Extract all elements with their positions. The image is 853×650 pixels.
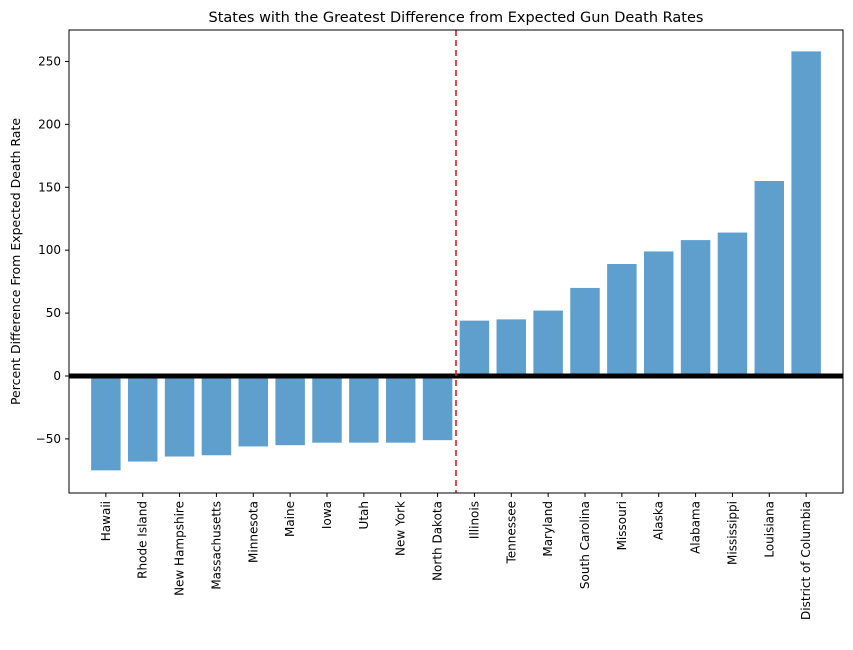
bars-group	[91, 51, 821, 471]
x-tick-label: Mississippi	[725, 501, 739, 565]
y-axis-label: Percent Difference From Expected Death R…	[8, 118, 23, 405]
y-tick-label: −50	[36, 432, 61, 446]
bar-alaska	[643, 251, 674, 376]
y-ticks-group: −50 0 50 100 150 200 250	[36, 54, 69, 446]
x-tick-label: Maryland	[541, 501, 555, 557]
x-tick-label: District of Columbia	[799, 501, 813, 620]
bar-maine	[275, 375, 305, 446]
y-tick-label: 100	[38, 243, 61, 257]
x-tick-label: Rhode Island	[136, 501, 150, 579]
bar-south-carolina	[570, 287, 600, 376]
y-tick-label: 150	[38, 180, 61, 194]
bar-district-of-columbia	[791, 51, 821, 376]
bar-rhode-island	[127, 375, 158, 462]
bar-utah	[349, 375, 379, 443]
bar-missouri	[607, 264, 637, 376]
bar-north-dakota	[422, 375, 453, 441]
y-tick-label: 50	[46, 306, 61, 320]
bar-maryland	[533, 310, 563, 376]
chart-title: States with the Greatest Difference from…	[209, 10, 704, 26]
bar-massachusetts	[201, 375, 232, 456]
x-tick-label: North Dakota	[431, 501, 445, 581]
y-tick-label: 250	[38, 54, 61, 68]
x-tick-label: Massachusetts	[209, 501, 223, 590]
bar-minnesota	[238, 375, 269, 447]
y-tick-label: 0	[53, 369, 61, 383]
x-tick-label: Minnesota	[246, 501, 260, 563]
x-tick-label: Illinois	[467, 501, 481, 539]
bar-louisiana	[754, 180, 785, 376]
bar-illinois	[459, 320, 490, 376]
plot-frame	[68, 29, 844, 494]
bar-mississippi	[717, 232, 748, 376]
x-tick-label: Hawaii	[99, 501, 113, 541]
x-tick-label: Tennessee	[504, 501, 518, 565]
x-tick-label: New York	[394, 501, 408, 556]
x-tick-label: Alabama	[689, 501, 703, 554]
x-ticks-group: Hawaii Rhode Island New Hampshire Massachus…	[99, 493, 813, 620]
y-tick-label: 200	[38, 117, 61, 131]
x-tick-label: Maine	[283, 501, 297, 537]
x-tick-label: South Carolina	[578, 501, 592, 589]
x-tick-label: Louisiana	[762, 501, 776, 558]
bar-alabama	[680, 240, 711, 376]
bar-new-hampshire	[164, 375, 195, 457]
x-tick-label: New Hampshire	[173, 501, 187, 596]
x-tick-label: Alaska	[652, 501, 666, 540]
x-tick-label: Missouri	[615, 501, 629, 550]
bar-tennessee	[496, 319, 527, 376]
bar-iowa	[312, 375, 342, 443]
bar-new-york	[385, 375, 416, 443]
x-tick-label: Iowa	[320, 501, 334, 529]
bar-hawaii	[91, 375, 121, 471]
x-tick-label: Utah	[357, 501, 371, 529]
